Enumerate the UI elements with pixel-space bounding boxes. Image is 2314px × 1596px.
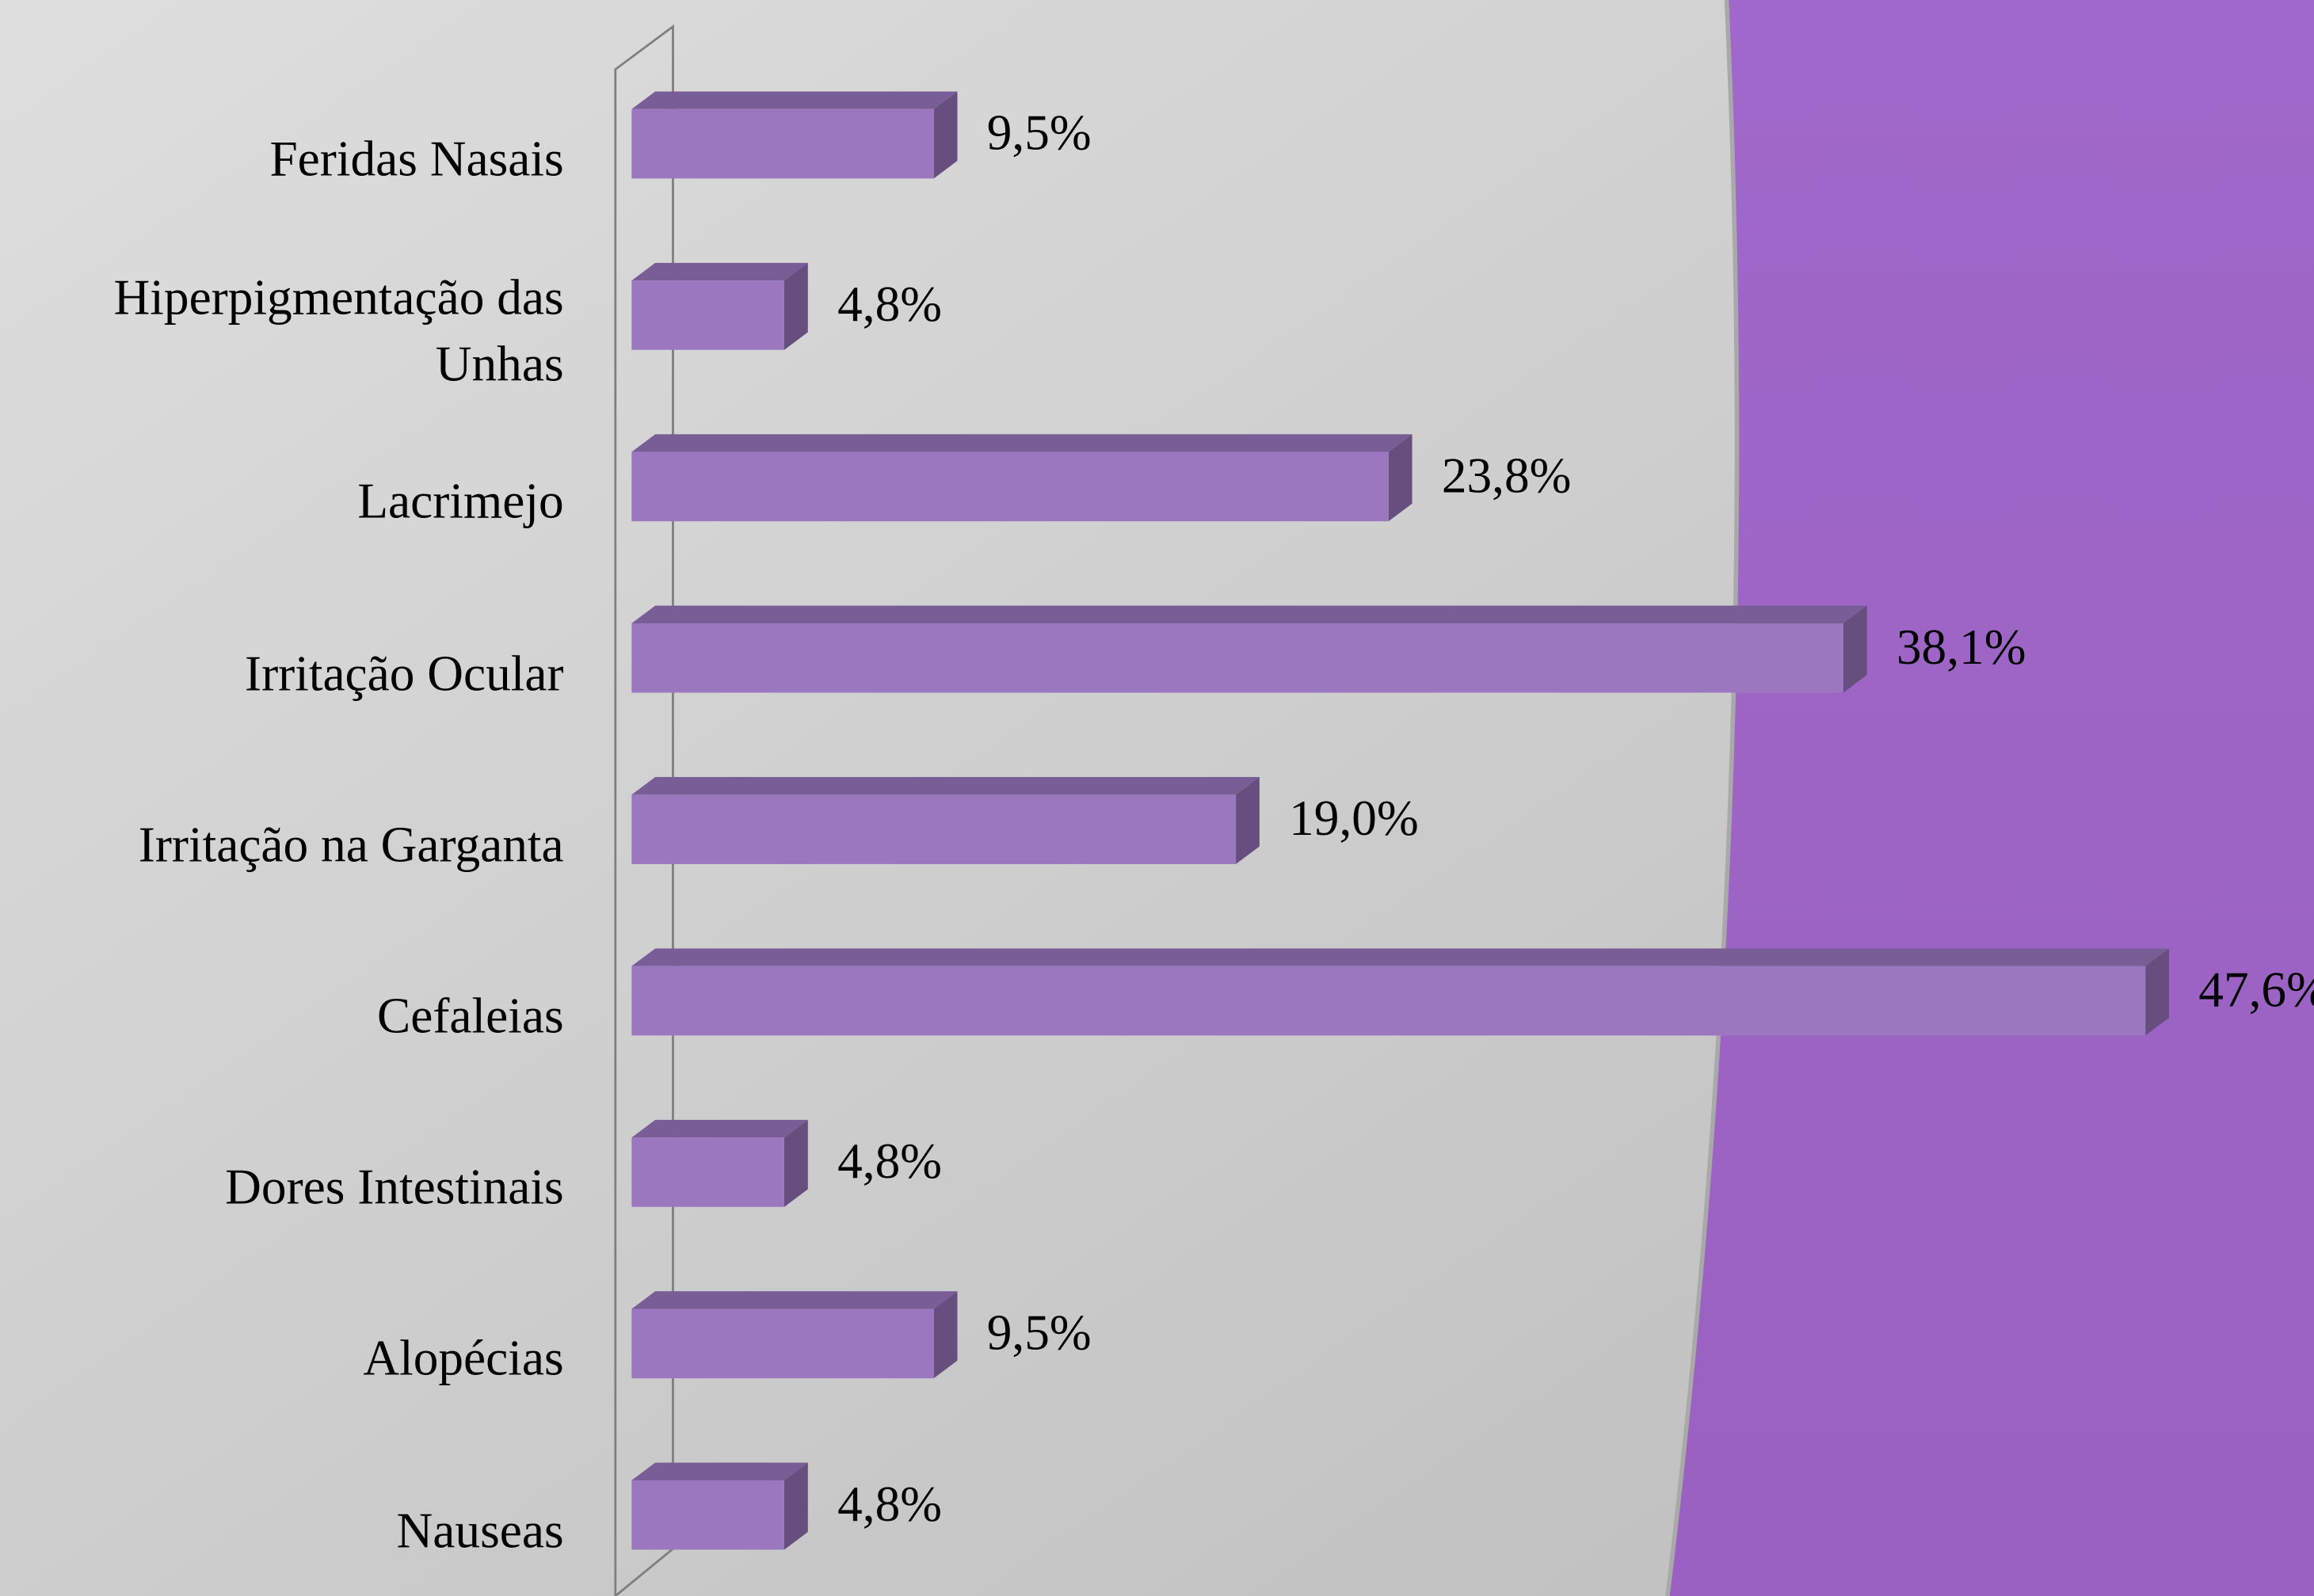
bar	[631, 1308, 934, 1379]
bar-side	[933, 91, 958, 179]
category-label-box: Cefaleias	[376, 989, 564, 1045]
bar-side	[784, 262, 808, 350]
value-label: 38,1%	[1897, 619, 2026, 675]
category-label-box: Alopécias	[363, 1332, 564, 1388]
bar-top	[631, 1119, 808, 1138]
bar	[631, 623, 1843, 693]
bar	[631, 109, 934, 179]
category-label: Cefaleias	[376, 989, 564, 1045]
value-label: 9,5%	[987, 1305, 1092, 1360]
bar-side	[784, 1462, 808, 1550]
category-label: Nauseas	[396, 1503, 564, 1559]
bar	[631, 966, 2146, 1036]
category-label-box: Irritação Ocular	[244, 646, 564, 702]
category-label: Feridas Nasais	[269, 132, 564, 188]
category-label: Irritação Ocular	[244, 646, 564, 702]
bar-side	[1388, 434, 1412, 522]
category-label-box: Nauseas	[396, 1503, 564, 1559]
category-label-box: Lacrimejo	[357, 475, 564, 531]
category-label-box: Dores Intestinais	[225, 1160, 564, 1216]
category-label-box: Hiperpigmentação das Unhas	[113, 271, 564, 392]
axis-wall	[614, 24, 674, 1596]
bar-top	[631, 91, 958, 109]
bar	[631, 1137, 785, 1207]
bar-top	[631, 1462, 808, 1480]
bar-side	[933, 1291, 958, 1379]
bar-top	[631, 948, 2170, 966]
value-label: 47,6%	[2198, 962, 2314, 1018]
value-label: 4,8%	[837, 276, 942, 332]
bar-top	[631, 434, 1412, 452]
value-label: 4,8%	[837, 1133, 942, 1189]
bar	[631, 1480, 785, 1550]
bar-top	[631, 1291, 958, 1309]
category-label: Irritação na Garganta	[138, 818, 564, 874]
value-label: 23,8%	[1442, 448, 1572, 503]
bar-side	[1236, 777, 1260, 864]
category-label: Hiperpigmentação das Unhas	[113, 271, 564, 392]
category-label-box: Irritação na Garganta	[138, 818, 564, 874]
bar-side	[784, 1119, 808, 1207]
bar-top	[631, 605, 1867, 624]
value-label: 19,0%	[1289, 790, 1419, 846]
category-label: Lacrimejo	[357, 475, 564, 531]
value-label: 4,8%	[837, 1476, 942, 1532]
bar-side	[2145, 948, 2170, 1036]
category-label-box: Feridas Nasais	[269, 132, 564, 188]
value-label: 9,5%	[987, 105, 1092, 161]
bar	[631, 451, 1389, 522]
purple-panel	[1668, 0, 2314, 1596]
bar	[631, 280, 785, 350]
bar-top	[631, 777, 1260, 795]
bar-top	[631, 262, 808, 281]
bar-side	[1843, 605, 1867, 693]
bar	[631, 794, 1237, 864]
category-label: Alopécias	[363, 1332, 564, 1388]
panel-edge	[1665, 0, 1740, 1596]
category-label: Dores Intestinais	[225, 1160, 564, 1216]
